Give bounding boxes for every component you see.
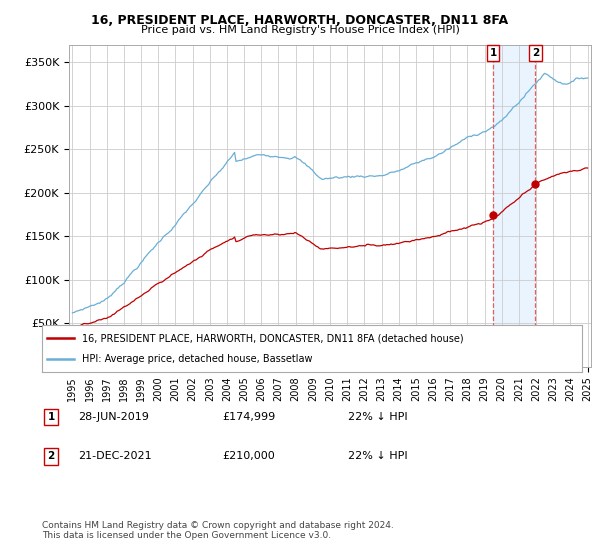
Text: 22% ↓ HPI: 22% ↓ HPI (348, 412, 407, 422)
Text: 16, PRESIDENT PLACE, HARWORTH, DONCASTER, DN11 8FA: 16, PRESIDENT PLACE, HARWORTH, DONCASTER… (91, 14, 509, 27)
Text: 1: 1 (490, 48, 497, 58)
Text: 16, PRESIDENT PLACE, HARWORTH, DONCASTER, DN11 8FA (detached house): 16, PRESIDENT PLACE, HARWORTH, DONCASTER… (83, 333, 464, 343)
Text: £210,000: £210,000 (222, 451, 275, 461)
Text: 1: 1 (47, 412, 55, 422)
Text: 22% ↓ HPI: 22% ↓ HPI (348, 451, 407, 461)
Text: 21-DEC-2021: 21-DEC-2021 (78, 451, 152, 461)
Text: 2: 2 (532, 48, 539, 58)
Text: 28-JUN-2019: 28-JUN-2019 (78, 412, 149, 422)
Text: Contains HM Land Registry data © Crown copyright and database right 2024.
This d: Contains HM Land Registry data © Crown c… (42, 521, 394, 540)
Text: Price paid vs. HM Land Registry's House Price Index (HPI): Price paid vs. HM Land Registry's House … (140, 25, 460, 35)
Bar (493, 45, 535, 367)
Text: £174,999: £174,999 (222, 412, 275, 422)
Text: HPI: Average price, detached house, Bassetlaw: HPI: Average price, detached house, Bass… (83, 354, 313, 364)
Text: 2: 2 (47, 451, 55, 461)
